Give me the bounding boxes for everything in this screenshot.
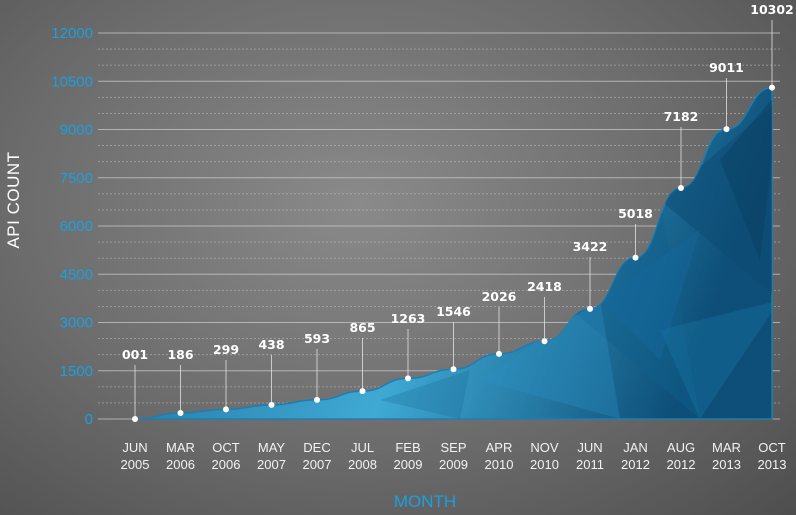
y-axis: 0 1500 3000 4500 6000 7500 9000 10500 12000 [51, 25, 93, 428]
data-point [268, 401, 275, 408]
data-point [769, 84, 775, 91]
area-facet [380, 370, 470, 419]
data-label: 438 [258, 337, 284, 352]
data-point [359, 388, 366, 395]
y-axis-label: API COUNT [4, 151, 23, 248]
data-label: 5018 [618, 206, 653, 221]
data-point [678, 184, 684, 191]
data-label: 2418 [527, 279, 562, 294]
x-tick-label: AUG 2012 [667, 440, 696, 472]
data-label: 001 [122, 347, 148, 362]
data-point [132, 415, 138, 422]
y-tick-label: 1500 [60, 363, 93, 380]
y-tick-label: 4500 [60, 266, 93, 283]
x-tick-label: SEP 2009 [439, 440, 468, 472]
x-tick-label: JUN 2011 [576, 440, 604, 472]
area-series [134, 86, 773, 420]
area-facet [720, 90, 772, 260]
y-tick-label: 6000 [60, 218, 93, 235]
area-facet [660, 300, 772, 419]
x-tick-label: OCT 2013 [758, 440, 787, 472]
data-point [450, 366, 457, 373]
x-tick-label: JUN 2005 [121, 440, 150, 472]
data-point [723, 126, 730, 133]
area-facet [480, 300, 620, 419]
data-label: 3422 [573, 239, 608, 254]
x-tick-label: MAR 2006 [166, 440, 195, 472]
x-tick-label: JAN 2012 [621, 440, 650, 472]
data-point [223, 406, 229, 413]
data-point [632, 254, 639, 261]
area-facet [560, 200, 700, 419]
x-tick-label: JUL 2008 [348, 440, 377, 472]
data-label: 299 [213, 342, 239, 357]
data-labels: 001 186 299 438 593 865 1263 1546 2026 2418 3422 50… [122, 2, 794, 362]
data-point [496, 350, 502, 357]
y-tick-label: 3000 [60, 315, 93, 332]
data-point [587, 305, 593, 312]
data-label: 7182 [664, 109, 699, 124]
y-tick-label: 10500 [51, 73, 93, 90]
x-tick-label: MAY 2007 [257, 440, 286, 472]
y-tick-label: 7500 [60, 170, 93, 187]
data-label: 9011 [709, 60, 744, 75]
label-leaders [134, 20, 773, 417]
data-point [541, 338, 548, 345]
x-axis-label: MONTH [394, 492, 456, 511]
data-label: 1546 [436, 304, 471, 319]
x-tick-label: OCT 2006 [212, 440, 241, 472]
data-points [132, 84, 775, 422]
data-label: 593 [304, 331, 330, 346]
data-label: 865 [349, 320, 375, 335]
x-tick-label: APR 2010 [485, 440, 514, 472]
y-tick-label: 0 [85, 411, 93, 428]
x-tick-label: NOV 2010 [530, 440, 559, 472]
area-facets [380, 90, 772, 419]
data-point [405, 375, 411, 382]
x-tick-label: MAR 2013 [712, 440, 741, 472]
area-facet [660, 100, 772, 300]
x-tick-label: FEB 2009 [394, 440, 423, 472]
y-tick-label: 12000 [51, 25, 93, 42]
data-point [314, 396, 320, 403]
data-label: 186 [167, 347, 193, 362]
data-label: 10302 [750, 2, 794, 17]
data-label: 2026 [482, 289, 517, 304]
y-tick-label: 9000 [60, 122, 93, 139]
area-fill [134, 86, 773, 420]
area-facet [600, 230, 700, 360]
data-point [177, 410, 184, 417]
x-axis: JUN 2005 MAR 2006 OCT 2006 MAY 2007 DEC 2007 JUL 20… [121, 440, 787, 472]
x-tick-label: DEC 2007 [303, 440, 332, 472]
data-label: 1263 [391, 311, 426, 326]
